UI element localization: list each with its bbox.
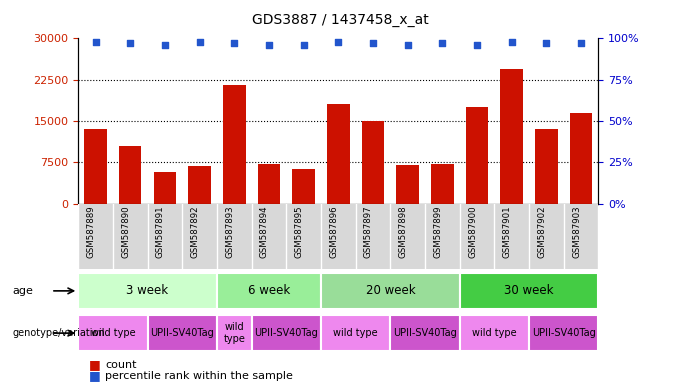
Text: ■: ■ bbox=[88, 369, 100, 382]
Bar bbox=[362, 121, 384, 204]
Text: genotype/variation: genotype/variation bbox=[12, 328, 105, 338]
Text: GSM587893: GSM587893 bbox=[225, 205, 234, 258]
Bar bbox=[217, 315, 252, 351]
Bar bbox=[154, 172, 176, 204]
Bar bbox=[292, 169, 315, 204]
Text: GSM587898: GSM587898 bbox=[398, 205, 407, 258]
Text: ■: ■ bbox=[88, 358, 100, 371]
Text: UPII-SV40Tag: UPII-SV40Tag bbox=[393, 328, 457, 338]
Text: GSM587892: GSM587892 bbox=[190, 205, 200, 258]
Text: GSM587895: GSM587895 bbox=[294, 205, 303, 258]
Text: wild type: wild type bbox=[90, 328, 135, 338]
Text: UPII-SV40Tag: UPII-SV40Tag bbox=[532, 328, 596, 338]
Bar bbox=[460, 315, 529, 351]
Text: percentile rank within the sample: percentile rank within the sample bbox=[105, 371, 293, 381]
Text: 20 week: 20 week bbox=[366, 285, 415, 297]
Point bbox=[333, 39, 343, 45]
Bar bbox=[148, 315, 217, 351]
Bar bbox=[321, 315, 390, 351]
Text: GSM587900: GSM587900 bbox=[468, 205, 477, 258]
Bar bbox=[460, 273, 598, 309]
Text: GSM587889: GSM587889 bbox=[86, 205, 95, 258]
Point bbox=[575, 40, 586, 46]
Text: GSM587902: GSM587902 bbox=[537, 205, 546, 258]
Text: wild type: wild type bbox=[333, 328, 378, 338]
Point bbox=[471, 42, 482, 48]
Point bbox=[437, 40, 447, 46]
Text: GSM587891: GSM587891 bbox=[156, 205, 165, 258]
Bar bbox=[78, 315, 148, 351]
Text: GSM587903: GSM587903 bbox=[572, 205, 581, 258]
Bar bbox=[390, 315, 460, 351]
Bar bbox=[223, 85, 245, 204]
Text: wild type: wild type bbox=[472, 328, 517, 338]
Point bbox=[90, 39, 101, 45]
Text: GSM587896: GSM587896 bbox=[329, 205, 338, 258]
Text: wild
type: wild type bbox=[223, 322, 245, 344]
Bar bbox=[84, 129, 107, 204]
Bar bbox=[119, 146, 141, 204]
Bar bbox=[258, 164, 280, 204]
Text: GSM587901: GSM587901 bbox=[503, 205, 511, 258]
Point bbox=[541, 40, 551, 46]
Text: GSM587899: GSM587899 bbox=[433, 205, 442, 258]
Text: age: age bbox=[12, 286, 33, 296]
Bar bbox=[570, 113, 592, 204]
Bar bbox=[321, 273, 460, 309]
Point bbox=[228, 40, 239, 46]
Bar bbox=[535, 129, 558, 204]
Bar bbox=[466, 107, 488, 204]
Point bbox=[506, 39, 517, 45]
Point bbox=[367, 40, 378, 46]
Text: UPII-SV40Tag: UPII-SV40Tag bbox=[150, 328, 214, 338]
Text: 3 week: 3 week bbox=[126, 285, 169, 297]
Text: GSM587890: GSM587890 bbox=[121, 205, 130, 258]
Bar bbox=[217, 273, 321, 309]
Point bbox=[159, 42, 170, 48]
Bar bbox=[252, 315, 321, 351]
Bar bbox=[188, 166, 211, 204]
Text: GSM587894: GSM587894 bbox=[260, 205, 269, 258]
Text: 30 week: 30 week bbox=[505, 285, 554, 297]
Bar bbox=[500, 69, 523, 204]
Bar bbox=[431, 164, 454, 204]
Point bbox=[402, 42, 413, 48]
Point bbox=[124, 40, 135, 46]
Text: 6 week: 6 week bbox=[248, 285, 290, 297]
Bar bbox=[327, 104, 350, 204]
Bar bbox=[529, 315, 598, 351]
Text: count: count bbox=[105, 360, 137, 370]
Point bbox=[194, 39, 205, 45]
Point bbox=[263, 42, 274, 48]
Bar bbox=[78, 273, 217, 309]
Point bbox=[298, 42, 309, 48]
Bar bbox=[396, 165, 419, 204]
Text: GSM587897: GSM587897 bbox=[364, 205, 373, 258]
Text: UPII-SV40Tag: UPII-SV40Tag bbox=[254, 328, 318, 338]
Text: GDS3887 / 1437458_x_at: GDS3887 / 1437458_x_at bbox=[252, 13, 428, 27]
